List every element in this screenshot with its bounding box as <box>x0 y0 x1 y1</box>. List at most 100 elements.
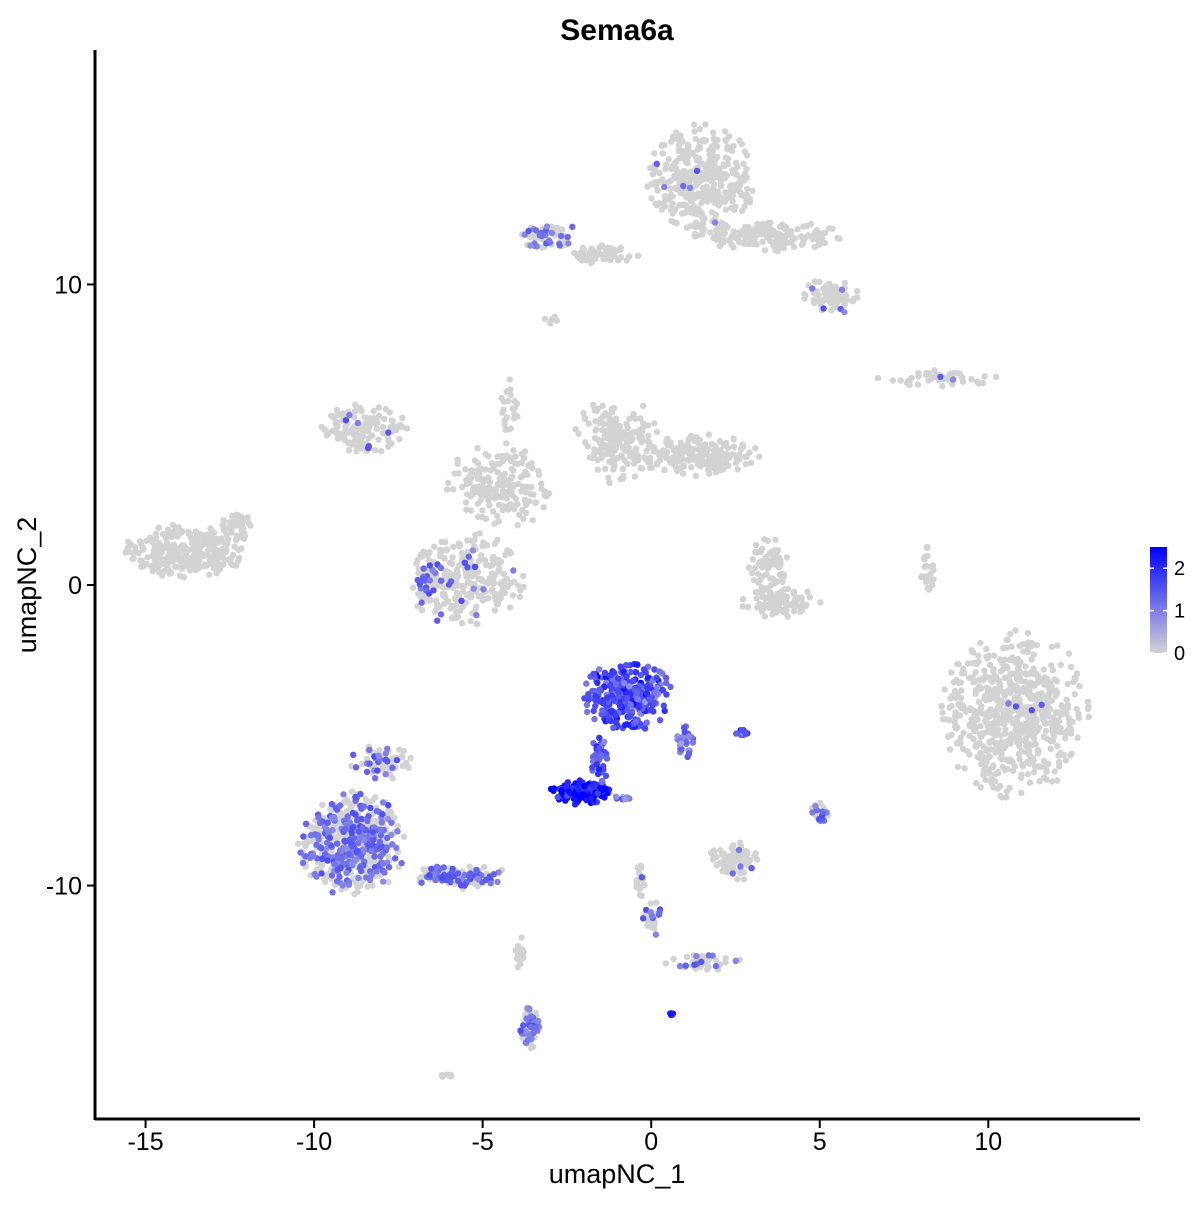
cell-point <box>761 247 769 254</box>
cell-point <box>415 570 422 577</box>
cell-point <box>988 720 996 727</box>
cell-point <box>661 466 668 473</box>
cell-point <box>663 679 670 686</box>
cell-point <box>703 183 710 190</box>
cell-point <box>685 750 693 757</box>
cell-point <box>307 854 314 862</box>
cell-point <box>535 471 543 479</box>
cell-point <box>586 454 594 461</box>
cell-point <box>558 232 565 240</box>
cell-point <box>781 592 788 599</box>
cell-point <box>647 706 654 713</box>
cell-point <box>474 445 481 452</box>
cell-point <box>988 729 995 736</box>
cell-point <box>709 952 716 959</box>
cell-point <box>981 667 988 674</box>
cell-point <box>722 174 729 182</box>
cell-point <box>649 171 657 178</box>
cell-point <box>681 201 689 208</box>
cell-point <box>507 457 515 464</box>
cell-point <box>643 456 650 463</box>
cell-point <box>653 428 661 436</box>
cell-point <box>208 530 215 538</box>
cell-point <box>210 565 217 572</box>
chart-title: Sema6a <box>560 14 674 47</box>
cell-point <box>730 443 738 450</box>
cell-point <box>459 552 467 560</box>
cell-point <box>689 739 697 746</box>
cell-point <box>701 441 709 448</box>
cell-point <box>644 685 652 692</box>
cell-point <box>958 704 965 712</box>
cell-point <box>342 838 349 845</box>
cell-point <box>322 845 330 853</box>
cell-point <box>591 715 598 723</box>
cell-point <box>1019 763 1026 770</box>
cell-point <box>587 248 594 255</box>
cell-point <box>658 206 666 213</box>
cell-point <box>122 549 129 556</box>
cell-point <box>530 491 537 498</box>
cell-point <box>506 376 513 383</box>
cell-point <box>817 799 824 807</box>
cell-point <box>354 419 362 427</box>
cell-point <box>986 696 994 703</box>
cell-point <box>452 573 459 580</box>
cell-point <box>606 479 613 486</box>
cell-point <box>449 486 457 493</box>
cell-point <box>619 465 627 472</box>
cell-point <box>760 229 767 236</box>
cell-point <box>612 712 619 719</box>
cell-point <box>756 453 763 460</box>
cell-point <box>722 955 729 962</box>
cell-point <box>352 793 359 801</box>
cell-point <box>1013 673 1020 680</box>
cell-point <box>419 575 427 582</box>
cell-point <box>334 854 342 862</box>
cell-point <box>490 580 497 587</box>
cell-point <box>475 593 482 600</box>
cell-point <box>583 680 590 687</box>
cell-point <box>754 220 761 228</box>
cell-point <box>1067 725 1075 733</box>
cell-point <box>783 606 790 614</box>
cell-point <box>753 241 760 248</box>
cell-point <box>1056 718 1063 725</box>
cell-point <box>678 740 685 747</box>
cell-point <box>414 576 421 584</box>
cell-point <box>778 573 785 580</box>
cell-point <box>758 584 765 591</box>
cell-point <box>978 755 986 762</box>
cell-point <box>1028 695 1035 702</box>
cell-point <box>474 620 481 628</box>
cell-point <box>607 682 614 689</box>
cell-point <box>618 452 625 459</box>
cell-point <box>754 589 762 596</box>
cell-point <box>773 237 780 244</box>
cell-point <box>641 725 649 732</box>
cell-point <box>671 184 679 192</box>
cell-point <box>766 550 773 557</box>
cell-point <box>754 549 761 556</box>
cell-point <box>743 165 750 173</box>
cell-point <box>192 553 199 560</box>
cell-point <box>748 865 755 872</box>
cell-point <box>611 437 618 444</box>
cell-point <box>165 557 172 564</box>
cell-point <box>1025 684 1032 691</box>
cell-point <box>957 679 965 686</box>
cell-point <box>976 676 983 684</box>
cell-point <box>602 465 609 472</box>
cell-point <box>527 1023 535 1031</box>
cell-point <box>722 206 730 213</box>
cell-point <box>326 834 333 842</box>
cell-point <box>637 671 645 679</box>
cell-point <box>660 702 667 709</box>
cell-point <box>512 453 519 460</box>
cell-point <box>1018 789 1025 796</box>
cell-point <box>961 765 968 772</box>
cell-point <box>192 539 200 547</box>
cell-point <box>977 784 984 791</box>
cell-point <box>1012 715 1020 722</box>
cell-point <box>653 202 661 209</box>
